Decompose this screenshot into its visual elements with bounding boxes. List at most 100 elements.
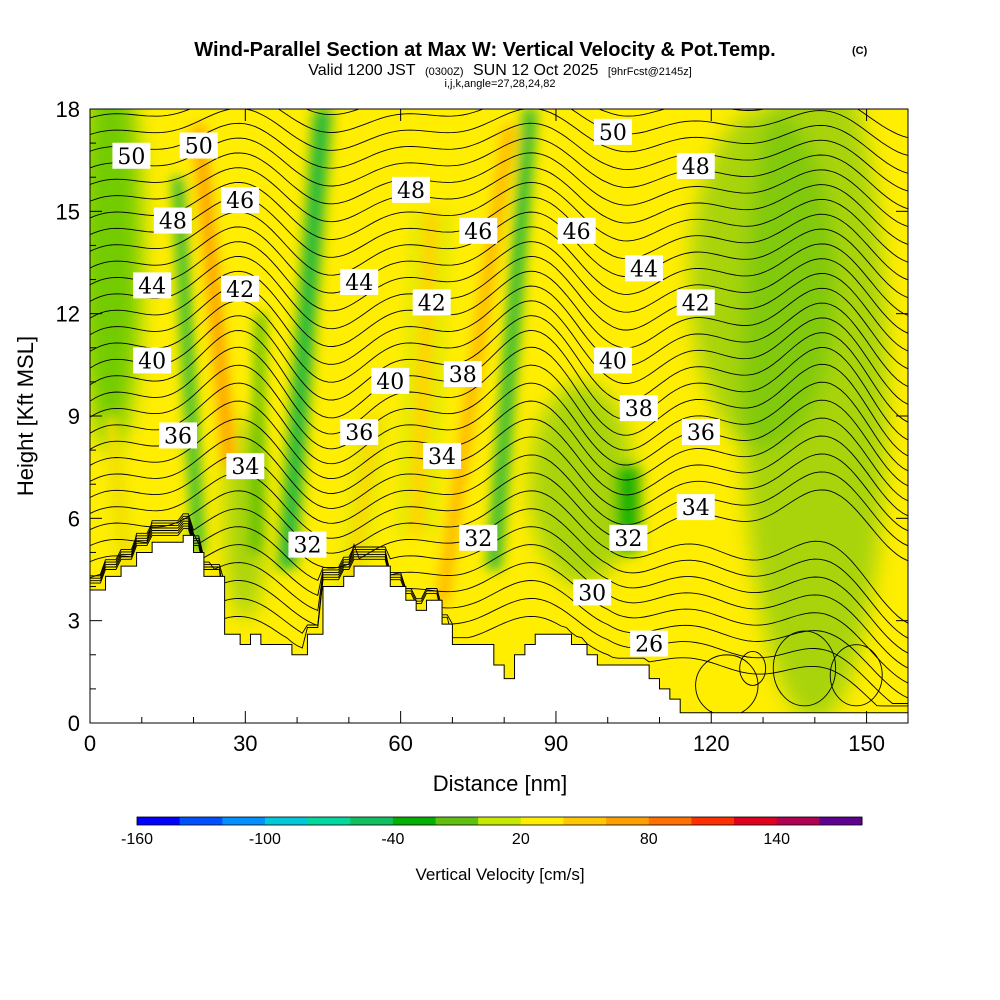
downdraft-band xyxy=(175,177,201,553)
theta-contour-label-bg xyxy=(593,347,632,374)
theta-contour-label-text: 42 xyxy=(226,278,254,303)
colorbar-swatch xyxy=(350,817,394,825)
theta-contour-line xyxy=(90,525,908,704)
theta-contour-loop xyxy=(739,650,767,686)
chart-subtitle-utc: (0300Z) xyxy=(425,66,464,78)
updraft-band xyxy=(108,416,129,570)
chart-title: Wind-Parallel Section at Max W: Vertical… xyxy=(194,39,867,90)
theta-contour-label-bg xyxy=(159,422,198,449)
theta-contour-label: 44 xyxy=(133,272,172,299)
theta-contour-label-bg xyxy=(221,275,260,302)
theta-contour-line xyxy=(90,167,908,245)
theta-contour-label-text: 32 xyxy=(464,527,492,552)
theta-contour-line xyxy=(90,400,908,502)
theta-contour-label-text: 40 xyxy=(138,349,166,374)
theta-contour-line xyxy=(90,418,908,517)
chart-subtitle-indices: i,j,k,angle=27,28,24,82 xyxy=(444,78,555,90)
theta-contour-label: 36 xyxy=(340,419,379,446)
y-tick-label: 6 xyxy=(68,506,80,531)
theta-contour-label: 30 xyxy=(573,579,612,606)
theta-contour-label-bg xyxy=(557,217,596,244)
colorbar-swatch xyxy=(606,817,650,825)
theta-contour-label: 46 xyxy=(557,217,596,245)
theta-contour-label-bg xyxy=(443,361,482,388)
theta-contour-label-bg xyxy=(459,524,498,551)
velocity-soft-patch xyxy=(529,382,634,587)
colorbar-tick-label: 20 xyxy=(512,831,530,848)
y-axis-label: Height [Kft MSL] xyxy=(13,336,38,496)
colorbar-swatch xyxy=(776,817,820,825)
theta-contour-label-bg xyxy=(676,289,715,316)
colorbar-swatch xyxy=(307,817,351,825)
theta-contour-label-bg xyxy=(412,289,451,316)
y-tick-label: 12 xyxy=(56,302,80,327)
theta-contour-line xyxy=(90,518,908,669)
x-axis-label: Distance [nm] xyxy=(433,771,568,796)
x-tick-label: 120 xyxy=(693,731,730,756)
theta-contour-label: 32 xyxy=(459,524,498,552)
colorbar-tick-label: 80 xyxy=(640,831,658,848)
theta-contour-line xyxy=(90,226,908,316)
theta-contour-label-bg xyxy=(288,531,327,558)
theta-contour-line xyxy=(90,436,908,532)
chart-title-copyright: (C) xyxy=(852,45,868,57)
theta-contour-line xyxy=(90,109,908,174)
theta-contour-label-bg xyxy=(676,152,715,179)
theta-contour-label-text: 46 xyxy=(563,220,591,245)
theta-contour-label: 38 xyxy=(619,395,658,422)
plot-field: 50 50 50 48 48 48 46 46 46 44 44 44 42 42 42 40 40 40 38 38… xyxy=(90,109,908,723)
colorbar-swatch xyxy=(734,817,778,825)
theta-contour-line xyxy=(90,364,908,472)
theta-contour-label: 32 xyxy=(609,524,648,552)
theta-contour-line xyxy=(90,490,908,624)
theta-contour-label: 34 xyxy=(423,442,462,470)
theta-contour-label-text: 38 xyxy=(449,363,477,388)
theta-contour-label-bg xyxy=(624,255,663,282)
theta-contour-label-text: 32 xyxy=(614,527,642,552)
colorbar-swatch xyxy=(563,817,607,825)
theta-contour-line xyxy=(90,329,908,441)
y-tick-label: 18 xyxy=(56,97,80,122)
colorbar-swatch xyxy=(222,817,266,825)
theta-contour-label-bg xyxy=(593,118,632,145)
theta-contour-label: 26 xyxy=(630,630,669,658)
theta-contour-label-text: 42 xyxy=(418,291,446,316)
chart-subtitle-date: SUN 12 Oct 2025 xyxy=(473,62,599,79)
theta-contour-label-text: 36 xyxy=(687,421,715,446)
theta-contour-line xyxy=(90,255,908,352)
theta-contour-line xyxy=(90,211,908,299)
theta-contour-line xyxy=(90,137,908,210)
theta-contour-label-bg xyxy=(391,176,430,203)
colorbar-swatch xyxy=(648,817,692,825)
theta-contour-label-text: 38 xyxy=(625,397,653,422)
theta-contour-label: 42 xyxy=(221,275,260,303)
x-tick-label: 0 xyxy=(84,731,96,756)
colorbar-tick-label: -160 xyxy=(121,831,153,848)
theta-contour-label-bg xyxy=(133,347,172,374)
theta-contour-line xyxy=(90,300,908,405)
theta-contour-label-text: 26 xyxy=(635,633,663,658)
theta-contour-line xyxy=(90,515,908,654)
theta-contour-label-bg xyxy=(676,494,715,521)
theta-contour-label-bg xyxy=(340,419,379,446)
chart-title-main: Wind-Parallel Section at Max W: Vertical… xyxy=(194,39,775,61)
theta-contour-label-text: 46 xyxy=(464,220,492,245)
theta-contour-line xyxy=(90,241,908,334)
theta-contour-loop xyxy=(772,630,837,707)
chart-subtitle-forecast: [9hrFcst@2145z] xyxy=(608,66,692,78)
theta-contour-label-text: 50 xyxy=(117,145,145,170)
theta-contour-label-text: 48 xyxy=(159,210,187,235)
colorbar: -160 -100 -40 20 80 140 xyxy=(121,816,863,848)
theta-contour-label-text: 34 xyxy=(682,496,710,521)
theta-contour-label: 42 xyxy=(412,289,451,316)
theta-contour-label-bg xyxy=(459,217,498,244)
theta-contour-line xyxy=(90,315,908,423)
theta-contour-label-text: 44 xyxy=(630,257,658,282)
theta-contour-label: 44 xyxy=(340,268,379,296)
colorbar-swatch xyxy=(520,817,564,825)
theta-contour-line xyxy=(90,270,908,370)
theta-contour-label: 46 xyxy=(459,217,498,245)
downdraft-band xyxy=(283,109,327,570)
theta-contour-label-text: 50 xyxy=(599,121,627,146)
